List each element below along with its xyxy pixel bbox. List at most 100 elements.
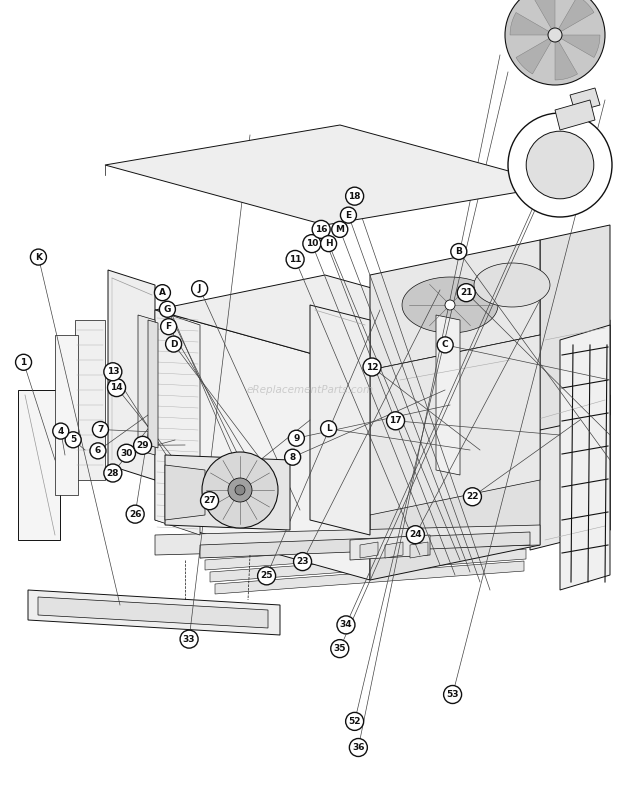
Circle shape xyxy=(159,301,175,317)
Text: J: J xyxy=(198,284,202,293)
Polygon shape xyxy=(533,0,555,35)
Circle shape xyxy=(126,505,144,523)
Text: H: H xyxy=(325,239,332,248)
Text: 1: 1 xyxy=(20,358,27,367)
Polygon shape xyxy=(165,465,205,520)
Circle shape xyxy=(104,464,122,482)
Circle shape xyxy=(90,443,106,459)
Text: 5: 5 xyxy=(70,435,76,445)
Circle shape xyxy=(286,251,304,268)
Text: 34: 34 xyxy=(340,620,352,630)
Polygon shape xyxy=(385,542,403,558)
Polygon shape xyxy=(370,240,540,370)
Text: 33: 33 xyxy=(183,634,195,644)
Circle shape xyxy=(337,616,355,634)
Text: A: A xyxy=(159,288,166,297)
Polygon shape xyxy=(55,335,78,495)
Circle shape xyxy=(161,319,177,335)
Text: 14: 14 xyxy=(110,383,123,392)
Text: C: C xyxy=(442,340,448,350)
Polygon shape xyxy=(555,35,600,58)
Text: 27: 27 xyxy=(203,496,216,505)
Text: 26: 26 xyxy=(129,509,141,519)
Text: 21: 21 xyxy=(460,288,472,297)
Text: 6: 6 xyxy=(95,446,101,456)
Circle shape xyxy=(285,449,301,465)
Circle shape xyxy=(133,437,152,454)
Polygon shape xyxy=(510,13,555,35)
Circle shape xyxy=(345,713,364,730)
Polygon shape xyxy=(108,270,155,480)
Text: 22: 22 xyxy=(466,492,479,501)
Text: 12: 12 xyxy=(366,362,378,372)
Circle shape xyxy=(293,553,312,570)
Polygon shape xyxy=(155,275,540,370)
Circle shape xyxy=(437,337,453,353)
Circle shape xyxy=(228,478,252,502)
Circle shape xyxy=(53,423,69,439)
Polygon shape xyxy=(540,320,610,545)
Circle shape xyxy=(451,244,467,259)
Circle shape xyxy=(104,363,122,380)
Circle shape xyxy=(235,485,245,495)
Polygon shape xyxy=(474,263,550,307)
Ellipse shape xyxy=(526,131,594,199)
Circle shape xyxy=(200,492,219,509)
Circle shape xyxy=(505,0,605,85)
Polygon shape xyxy=(28,590,280,635)
Polygon shape xyxy=(555,100,595,130)
Circle shape xyxy=(548,28,562,42)
Circle shape xyxy=(288,430,304,446)
Text: 30: 30 xyxy=(120,448,133,458)
Polygon shape xyxy=(410,542,428,558)
Polygon shape xyxy=(310,305,370,535)
Polygon shape xyxy=(205,537,528,570)
Polygon shape xyxy=(38,597,268,628)
Text: 24: 24 xyxy=(409,530,422,539)
Text: 17: 17 xyxy=(389,416,402,426)
Polygon shape xyxy=(402,277,498,333)
Text: K: K xyxy=(35,252,42,262)
Circle shape xyxy=(312,221,330,238)
Polygon shape xyxy=(555,35,577,80)
Polygon shape xyxy=(560,325,610,590)
Circle shape xyxy=(65,432,81,448)
Circle shape xyxy=(192,281,208,297)
Text: 52: 52 xyxy=(348,717,361,726)
Polygon shape xyxy=(350,535,430,560)
Circle shape xyxy=(92,422,108,437)
Circle shape xyxy=(257,567,276,585)
Text: 18: 18 xyxy=(348,191,361,201)
Circle shape xyxy=(303,235,321,252)
Circle shape xyxy=(321,421,337,437)
Text: 10: 10 xyxy=(306,239,318,248)
Circle shape xyxy=(117,445,136,462)
Circle shape xyxy=(349,739,368,756)
Polygon shape xyxy=(138,315,155,455)
Text: 4: 4 xyxy=(58,426,64,436)
Polygon shape xyxy=(516,35,555,74)
Circle shape xyxy=(443,686,462,703)
Polygon shape xyxy=(570,88,600,112)
Text: eReplacementParts.com: eReplacementParts.com xyxy=(246,385,374,395)
Polygon shape xyxy=(555,0,594,35)
Text: 29: 29 xyxy=(136,441,149,450)
Ellipse shape xyxy=(508,113,612,217)
Text: 28: 28 xyxy=(107,468,119,478)
Text: 35: 35 xyxy=(334,644,346,653)
Text: 53: 53 xyxy=(446,690,459,699)
Circle shape xyxy=(332,221,348,237)
Circle shape xyxy=(154,285,170,301)
Polygon shape xyxy=(540,225,610,430)
Circle shape xyxy=(330,640,349,657)
Polygon shape xyxy=(148,320,158,448)
Text: 9: 9 xyxy=(293,433,299,443)
Text: 25: 25 xyxy=(260,571,273,581)
Polygon shape xyxy=(165,455,290,530)
Polygon shape xyxy=(215,561,524,594)
Text: M: M xyxy=(335,225,344,234)
Polygon shape xyxy=(436,315,460,475)
Polygon shape xyxy=(200,525,530,558)
Polygon shape xyxy=(75,320,105,480)
Circle shape xyxy=(202,452,278,528)
